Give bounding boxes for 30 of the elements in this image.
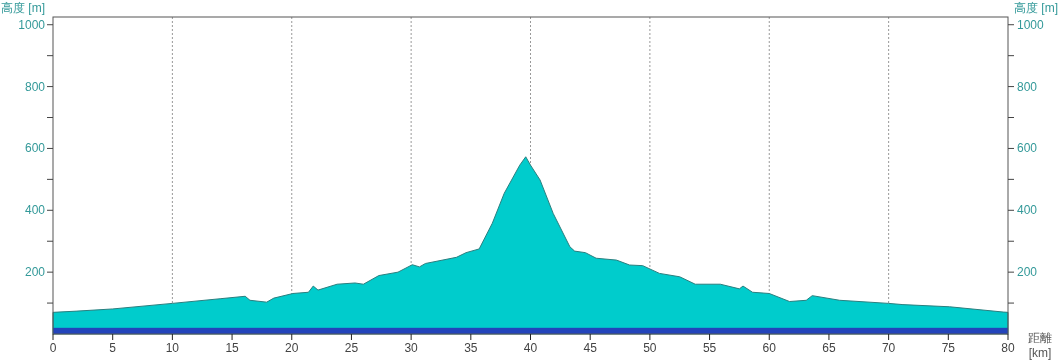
- y2-tick-label: 1000: [1017, 17, 1045, 32]
- y-tick-label: 1000: [18, 17, 46, 32]
- x-tick-label: 40: [523, 341, 538, 355]
- x-tick-label: 35: [464, 341, 478, 355]
- y-tick-label: 400: [24, 203, 46, 218]
- x-tick-label: 65: [822, 341, 836, 355]
- y2-tick-label: 400: [1017, 203, 1038, 218]
- x-tick-label: 20: [285, 341, 299, 355]
- y2-tick-label: 200: [1017, 265, 1038, 280]
- y-axis-title: 高度 [m]: [1, 1, 45, 15]
- x-tick-label: 5: [109, 341, 117, 355]
- x-tick-label: 30: [404, 341, 419, 355]
- x-tick-label: 25: [344, 341, 359, 355]
- x-axis-title: 距離 [km]: [1028, 331, 1052, 360]
- x-tick-label: 80: [1001, 341, 1015, 355]
- y2-axis-title: 高度 [m]: [1014, 1, 1058, 15]
- y2-tick-label: 600: [1017, 141, 1038, 156]
- x-tick-label: 10: [165, 341, 180, 355]
- y-tick-label: 600: [24, 141, 46, 156]
- x-tick-label: 55: [702, 341, 717, 355]
- y-tick-label: 800: [24, 79, 46, 94]
- y-tick-label: 200: [24, 265, 46, 280]
- x-tick-label: 15: [225, 341, 240, 355]
- x-tick-label: 0: [49, 341, 57, 355]
- x-tick-label: 60: [762, 341, 777, 355]
- y2-tick-label: 800: [1017, 79, 1038, 94]
- x-tick-label: 50: [643, 341, 657, 355]
- x-tick-label: 45: [583, 341, 598, 355]
- x-tick-label: 75: [941, 341, 956, 355]
- x-tick-label: 70: [881, 341, 896, 355]
